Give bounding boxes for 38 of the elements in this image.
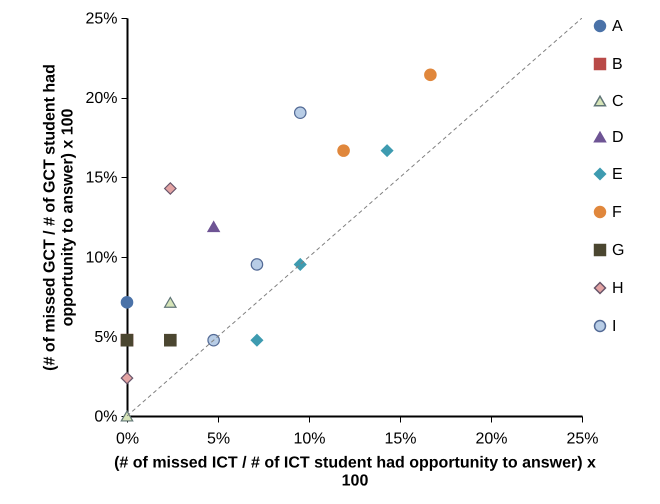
point — [294, 106, 307, 120]
legend-label: G — [612, 242, 624, 259]
point — [380, 144, 394, 157]
point — [250, 334, 264, 347]
x-tick-label: 0% — [116, 430, 140, 448]
y-tick-label: 25% — [85, 10, 118, 28]
point — [120, 410, 134, 422]
legend-label: A — [612, 18, 623, 35]
y-tick-label: 5% — [94, 328, 118, 346]
y-axis-title: (# of missed GCT / # of GCT student had opportunity to answer) x 100 — [41, 64, 76, 371]
point — [294, 258, 307, 271]
legend-label: E — [612, 166, 623, 183]
point — [207, 221, 220, 232]
y-tick-label: 0% — [94, 408, 118, 426]
x-tick-label: 5% — [206, 430, 230, 448]
legend-label: I — [612, 318, 616, 335]
point — [424, 68, 437, 82]
legend-label: H — [612, 280, 624, 297]
point — [164, 296, 177, 308]
x-axis-title: (# of missed ICT / # of ICT student had opportunity to answer) x 100 — [114, 454, 596, 490]
x-tick-label: 15% — [384, 430, 417, 448]
point — [207, 334, 220, 347]
point — [337, 144, 350, 157]
legend-label: D — [612, 129, 624, 146]
y-tick-label: 15% — [85, 170, 118, 187]
legend-label: C — [612, 93, 624, 110]
legend-label: F — [612, 204, 622, 221]
point — [120, 372, 134, 384]
y-tick-label: 20% — [85, 90, 118, 108]
y-tick-label: 10% — [85, 249, 118, 266]
x-tick-label: 25% — [566, 430, 599, 448]
x-tick-label: 20% — [475, 430, 508, 448]
point — [164, 182, 177, 195]
point — [164, 334, 177, 347]
legend-label: B — [612, 56, 623, 73]
point — [250, 258, 264, 271]
point — [120, 296, 134, 309]
x-tick-label: 10% — [293, 430, 326, 448]
